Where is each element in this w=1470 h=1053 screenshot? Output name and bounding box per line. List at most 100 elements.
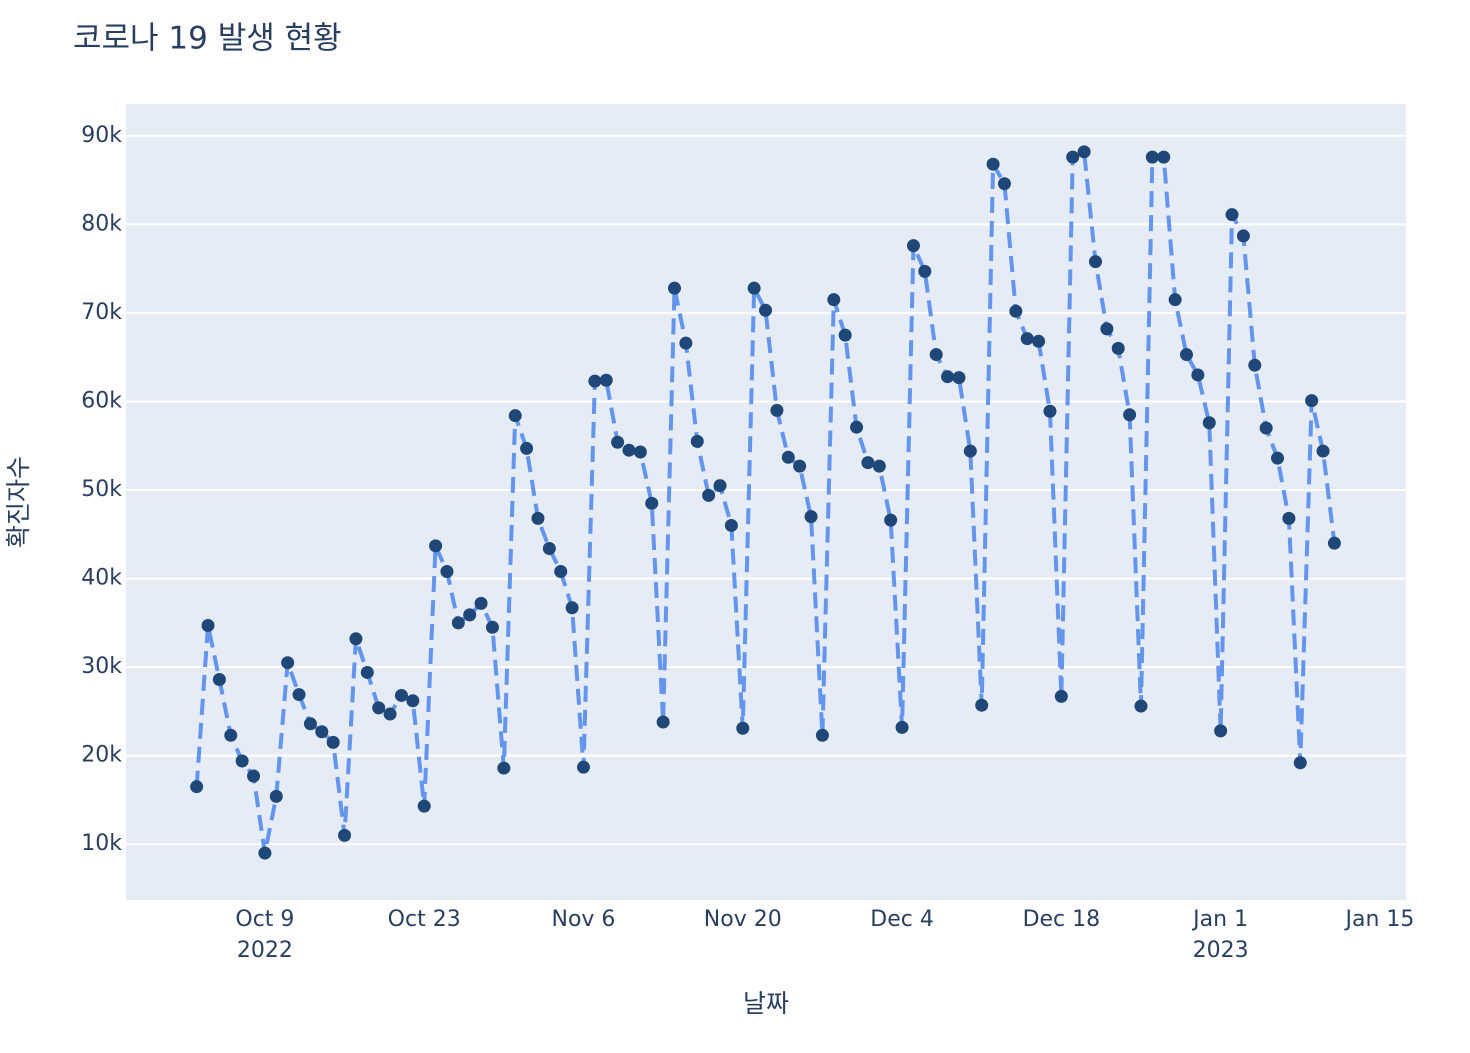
data-point xyxy=(1145,150,1159,164)
data-point xyxy=(986,157,1000,171)
data-point xyxy=(303,717,317,731)
x-tick-year: 2023 xyxy=(1193,938,1249,963)
data-point xyxy=(633,445,647,459)
data-point xyxy=(1157,150,1171,164)
x-tick-label: Jan 1 xyxy=(1191,907,1248,932)
data-point xyxy=(690,434,704,448)
data-point xyxy=(861,456,875,470)
data-point xyxy=(212,673,226,687)
data-point xyxy=(338,828,352,842)
data-point xyxy=(804,510,818,524)
data-point xyxy=(1088,255,1102,269)
data-point xyxy=(360,665,374,679)
x-tick-label: Oct 9 xyxy=(235,907,294,932)
data-point xyxy=(190,780,204,794)
data-point xyxy=(713,479,727,493)
data-point xyxy=(1100,322,1114,336)
y-tick-label: 10k xyxy=(81,831,122,856)
data-point xyxy=(554,565,568,579)
data-point xyxy=(1259,421,1273,435)
data-point xyxy=(417,799,431,813)
data-point xyxy=(759,303,773,317)
data-point xyxy=(736,721,750,735)
x-axis-title: 날짜 xyxy=(743,989,789,1018)
data-point xyxy=(269,789,283,803)
data-point xyxy=(884,513,898,527)
marks xyxy=(190,145,1341,860)
x-tick-label: Nov 6 xyxy=(552,907,616,932)
data-point xyxy=(622,443,636,457)
data-point xyxy=(1020,332,1034,346)
data-point xyxy=(1043,404,1057,418)
data-point xyxy=(1134,699,1148,713)
data-point xyxy=(1271,451,1285,465)
data-point xyxy=(326,735,340,749)
y-tick-label: 80k xyxy=(81,211,122,236)
data-point xyxy=(827,293,841,307)
data-point xyxy=(838,328,852,342)
data-point xyxy=(1305,394,1319,408)
data-point xyxy=(770,403,784,417)
data-point xyxy=(485,620,499,634)
y-tick-label: 60k xyxy=(81,389,122,414)
data-point xyxy=(895,720,909,734)
data-point xyxy=(1111,341,1125,355)
x-tick-label: Dec 4 xyxy=(870,907,934,932)
data-point xyxy=(201,619,215,633)
data-point xyxy=(1293,756,1307,770)
data-point xyxy=(1123,408,1137,422)
data-point xyxy=(451,616,465,630)
x-tick-label: Oct 23 xyxy=(388,907,461,932)
data-point xyxy=(292,688,306,702)
data-point xyxy=(429,539,443,553)
data-point xyxy=(440,565,454,579)
data-point xyxy=(394,688,408,702)
data-point xyxy=(497,761,511,775)
data-point xyxy=(383,707,397,721)
data-point xyxy=(975,698,989,712)
y-tick-label: 50k xyxy=(81,477,122,502)
data-point xyxy=(1180,348,1194,362)
data-point xyxy=(645,496,659,510)
data-point xyxy=(349,632,363,646)
data-point xyxy=(281,656,295,670)
data-point xyxy=(463,608,477,622)
data-point xyxy=(941,370,955,384)
data-point xyxy=(1032,334,1046,348)
data-point xyxy=(929,348,943,362)
data-point xyxy=(1077,145,1091,159)
data-point xyxy=(872,459,886,473)
data-point xyxy=(747,281,761,295)
y-tick-label: 70k xyxy=(81,300,122,325)
y-tick-label: 20k xyxy=(81,743,122,768)
data-point xyxy=(531,511,545,525)
data-point xyxy=(474,596,488,610)
x-tick-label: Nov 20 xyxy=(704,907,782,932)
data-point xyxy=(679,336,693,350)
data-point xyxy=(1009,304,1023,318)
y-axis-title: 확진자수 xyxy=(4,456,33,548)
data-point xyxy=(542,541,556,555)
y-tick-label: 30k xyxy=(81,654,122,679)
x-tick-year: 2022 xyxy=(237,938,293,963)
data-point xyxy=(247,769,261,783)
data-point xyxy=(1282,511,1296,525)
data-point xyxy=(1316,444,1330,458)
data-point xyxy=(668,281,682,295)
data-point xyxy=(611,435,625,449)
data-point xyxy=(906,239,920,253)
grid xyxy=(126,134,1406,846)
data-point xyxy=(1236,229,1250,243)
data-point xyxy=(508,409,522,423)
data-point xyxy=(1168,293,1182,307)
data-point xyxy=(1327,536,1341,550)
data-point xyxy=(963,444,977,458)
chart-title: 코로나 19 발생 현황 xyxy=(73,21,342,57)
data-point xyxy=(918,264,932,278)
data-point xyxy=(1214,724,1228,738)
data-point xyxy=(235,754,249,768)
data-point xyxy=(724,518,738,532)
data-point xyxy=(656,715,670,729)
data-point xyxy=(599,373,613,387)
